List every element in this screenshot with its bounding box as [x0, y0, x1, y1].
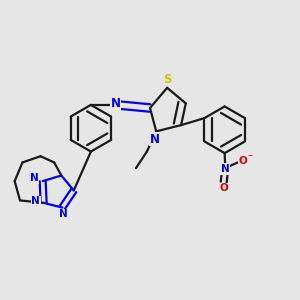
- Text: N: N: [111, 97, 121, 110]
- Text: N: N: [150, 133, 160, 146]
- Text: N: N: [32, 196, 40, 206]
- Text: N: N: [221, 164, 230, 174]
- Text: O: O: [219, 183, 228, 193]
- Text: S: S: [163, 73, 171, 85]
- Text: N: N: [30, 173, 38, 183]
- Text: ⁻: ⁻: [247, 153, 252, 163]
- Text: O: O: [239, 156, 248, 166]
- Text: N: N: [59, 209, 68, 219]
